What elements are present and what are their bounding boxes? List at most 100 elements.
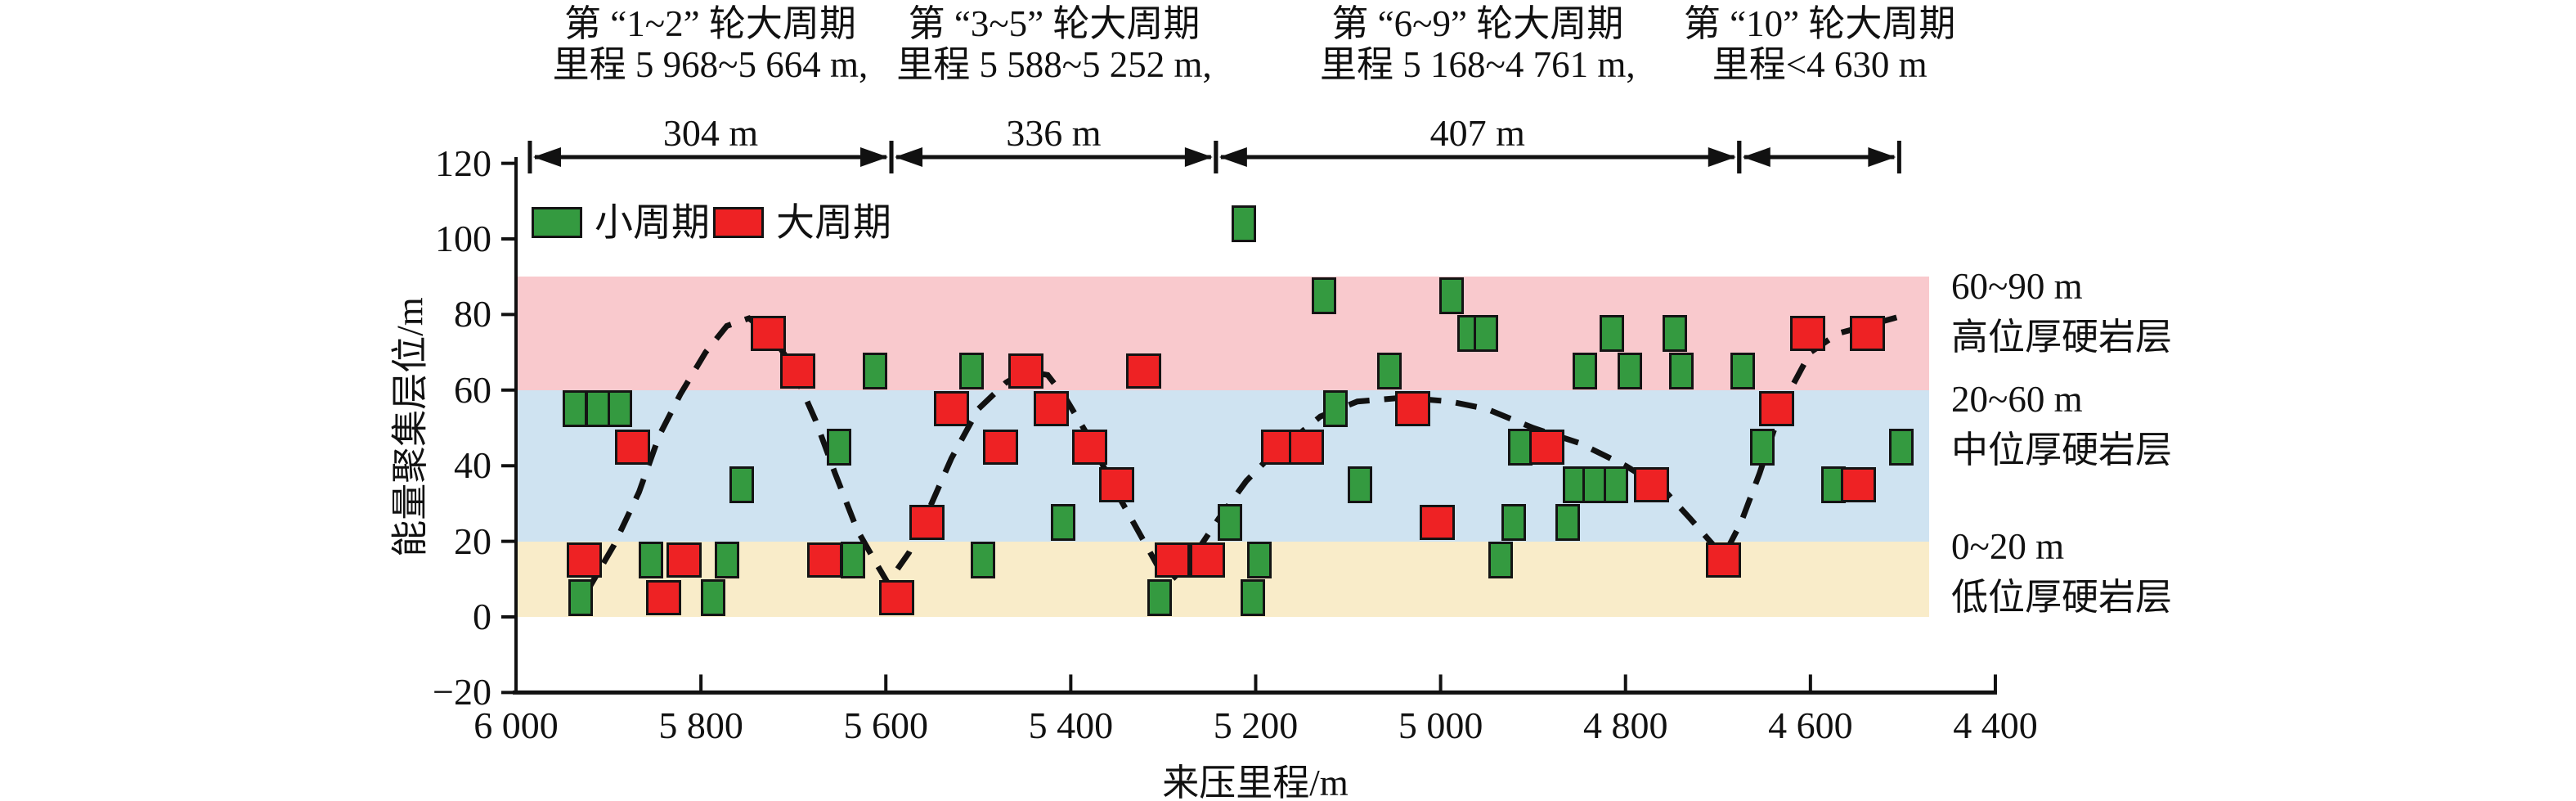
data-point-small-cycle	[1555, 504, 1580, 541]
data-point-small-cycle	[1668, 353, 1694, 390]
y-tick-label: 120	[435, 142, 491, 184]
data-point-large-cycle	[807, 542, 843, 578]
x-tick-label: 4 600	[1768, 704, 1853, 747]
data-point-large-cycle	[1071, 429, 1107, 465]
data-point-large-cycle	[1034, 391, 1070, 427]
data-point-large-cycle	[1529, 429, 1565, 465]
data-point-small-cycle	[1750, 428, 1775, 466]
legend-swatch-small-cycle	[532, 207, 582, 238]
data-point-large-cycle	[1841, 466, 1877, 502]
band-name-label: 低位厚硬岩层	[1951, 577, 2173, 618]
x-tick-label: 5 200	[1213, 704, 1299, 747]
data-point-small-cycle	[700, 579, 725, 617]
x-tick-label: 4 800	[1582, 704, 1668, 747]
y-tick-label: −20	[433, 671, 491, 713]
x-tick-label: 5 600	[843, 704, 928, 747]
band-range-label: 0~20 m	[1951, 526, 2065, 567]
data-point-large-cycle	[666, 542, 702, 578]
header-cycle-title: 第 “1~2” 轮大周期	[564, 3, 856, 44]
data-point-large-cycle	[780, 353, 816, 389]
data-point-small-cycle	[1474, 315, 1498, 352]
data-point-small-cycle	[1439, 277, 1465, 314]
data-point-small-cycle	[1231, 205, 1256, 242]
span-arrowhead-right	[860, 147, 889, 167]
data-point-small-cycle	[840, 542, 865, 579]
data-point-small-cycle	[568, 579, 594, 617]
data-point-large-cycle	[1419, 505, 1455, 540]
header-mileage-range: 里程 5 168~4 761 m,	[1320, 44, 1636, 86]
x-axis-title: 来压里程/m	[1162, 763, 1349, 801]
data-point-small-cycle	[1247, 542, 1272, 579]
data-point-large-cycle	[1155, 542, 1191, 578]
data-point-small-cycle	[1241, 579, 1266, 617]
data-point-small-cycle	[1573, 353, 1597, 390]
data-point-small-cycle	[1322, 390, 1348, 428]
data-point-small-cycle	[607, 390, 632, 428]
data-point-large-cycle	[1289, 429, 1325, 465]
data-point-large-cycle	[879, 580, 915, 616]
data-point-large-cycle	[751, 316, 787, 351]
data-point-large-cycle	[909, 505, 945, 540]
y-tick-label: 100	[435, 218, 491, 259]
band-range-label: 60~90 m	[1951, 266, 2083, 307]
header-mileage-range: 里程 5 968~5 664 m,	[552, 44, 868, 86]
data-point-large-cycle	[646, 580, 682, 616]
data-point-large-cycle	[934, 391, 969, 427]
span-arrowhead-left	[895, 147, 923, 167]
span-arrowhead-left	[1218, 147, 1247, 167]
y-tick-label: 60	[454, 368, 491, 411]
header-mileage-range: 里程 5 588~5 252 m,	[896, 44, 1212, 86]
data-point-small-cycle	[1662, 315, 1687, 352]
data-point-large-cycle	[1758, 391, 1794, 427]
y-tick-label: 40	[454, 444, 491, 487]
data-point-small-cycle	[639, 542, 664, 579]
legend-label-small-cycle: 小周期	[595, 202, 710, 245]
y-axis-title: 能量聚集层位/m	[389, 297, 431, 557]
header-mileage-range: 里程<4 630 m	[1712, 44, 1928, 86]
data-point-small-cycle	[1348, 466, 1373, 503]
data-point-large-cycle	[982, 429, 1018, 465]
data-point-small-cycle	[1488, 542, 1514, 579]
data-point-small-cycle	[959, 353, 985, 390]
data-point-small-cycle	[729, 466, 754, 503]
data-point-large-cycle	[1789, 316, 1825, 351]
legend-label-large-cycle: 大周期	[776, 202, 891, 245]
header-group: 第 “1~2” 轮大周期 里程 5 968~5 664 m,	[553, 3, 868, 86]
data-point-small-cycle	[1604, 466, 1629, 503]
header-cycle-title: 第 “10” 轮大周期	[1683, 3, 1956, 44]
data-point-small-cycle	[1147, 579, 1172, 617]
span-arrowhead-left	[1742, 147, 1770, 167]
data-point-large-cycle	[1099, 466, 1135, 502]
band-range-label: 20~60 m	[1951, 379, 2083, 420]
data-point-small-cycle	[714, 542, 739, 579]
x-tick-label: 5 000	[1398, 704, 1483, 747]
data-point-large-cycle	[1850, 316, 1886, 351]
x-tick-label: 5 800	[658, 704, 743, 747]
data-point-small-cycle	[1730, 353, 1756, 390]
data-point-small-cycle	[1599, 315, 1624, 352]
band-name-label: 高位厚硬岩层	[1951, 317, 2173, 358]
data-point-large-cycle	[1395, 391, 1431, 427]
data-point-small-cycle	[585, 390, 610, 428]
data-point-large-cycle	[1190, 542, 1226, 578]
data-point-large-cycle	[1126, 353, 1162, 389]
header-cycle-title: 第 “6~9” 轮大周期	[1331, 3, 1624, 44]
header-group: 第 “10” 轮大周期 里程<4 630 m	[1684, 3, 1955, 86]
data-point-large-cycle	[1706, 542, 1742, 578]
data-point-small-cycle	[563, 390, 588, 428]
data-point-large-cycle	[1633, 466, 1669, 502]
data-point-small-cycle	[826, 428, 851, 466]
header-cycle-title: 第 “3~5” 轮大周期	[908, 3, 1200, 44]
data-point-small-cycle	[862, 353, 887, 390]
data-point-small-cycle	[1618, 353, 1643, 390]
x-tick-label: 6 000	[473, 704, 559, 747]
y-tick-label: 80	[454, 293, 491, 335]
span-distance-label: 336 m	[1006, 112, 1102, 154]
data-point-small-cycle	[1217, 504, 1242, 541]
x-tick-label: 5 400	[1028, 704, 1114, 747]
legend-swatch-large-cycle	[713, 207, 764, 238]
data-point-small-cycle	[1888, 428, 1914, 466]
span-arrowhead-right	[1184, 147, 1213, 167]
